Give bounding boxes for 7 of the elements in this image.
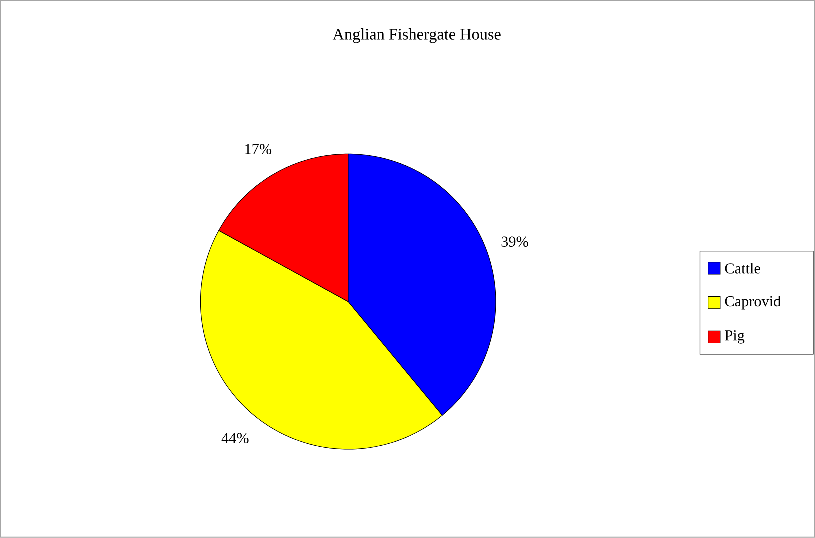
data-label: 17% [246, 144, 272, 155]
legend-label: Pig [725, 330, 745, 344]
legend-label: Cattle [725, 263, 760, 274]
chart-title: Anglian Fishergate House [332, 28, 501, 44]
data-label: 39% [502, 236, 528, 248]
legend-label: Caprovid [725, 296, 781, 310]
data-label: 44% [222, 433, 249, 444]
